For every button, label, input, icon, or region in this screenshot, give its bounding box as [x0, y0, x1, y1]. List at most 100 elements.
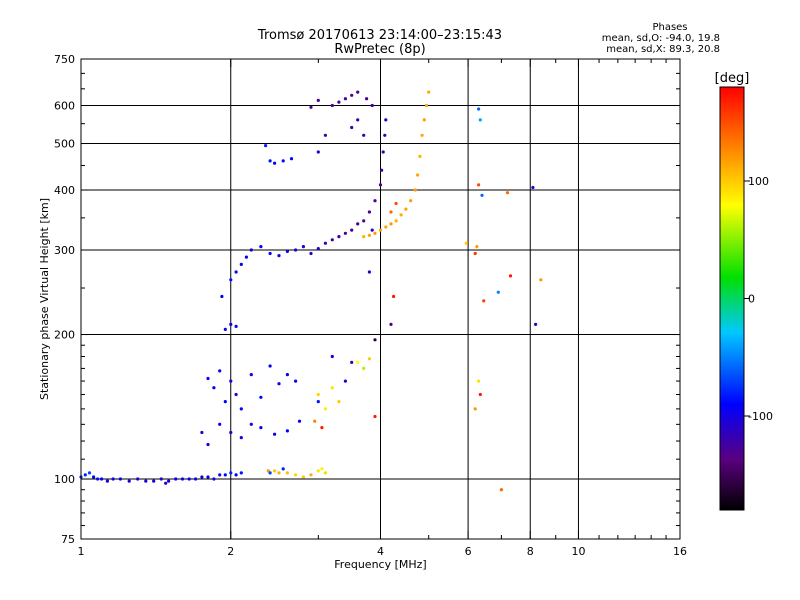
data-point	[499, 488, 503, 492]
data-point	[389, 210, 393, 214]
data-point	[268, 251, 272, 256]
data-point	[234, 473, 238, 477]
data-point	[330, 103, 334, 108]
data-point	[337, 400, 341, 404]
colorbar-tick-label: 100	[748, 175, 769, 188]
data-point	[316, 392, 320, 397]
data-point	[482, 299, 486, 303]
data-point	[309, 473, 313, 477]
data-point	[164, 481, 168, 485]
data-point	[268, 471, 272, 475]
data-point	[478, 118, 482, 122]
data-point	[378, 228, 383, 232]
data-point	[373, 414, 377, 419]
data-point	[83, 473, 87, 477]
data-point	[316, 469, 320, 473]
data-point	[323, 241, 327, 245]
data-point	[212, 477, 216, 481]
data-point	[418, 154, 422, 158]
x-axis-label: Frequency [MHz]	[334, 558, 426, 571]
data-point	[343, 97, 347, 101]
data-point	[301, 475, 305, 479]
colorbar-gradient	[720, 87, 744, 510]
data-point	[409, 199, 413, 203]
data-point	[370, 103, 374, 108]
y-tick-label: 300	[54, 244, 75, 257]
x-tick-label: 16	[673, 545, 687, 558]
chart-title-line1: Tromsø 20170613 23:14:00–23:15:43	[257, 28, 503, 43]
data-point	[420, 133, 424, 137]
data-point	[218, 473, 222, 477]
data-point	[378, 183, 383, 187]
data-point	[92, 475, 96, 479]
data-point	[367, 210, 371, 214]
data-point	[167, 479, 171, 483]
data-point	[144, 479, 148, 483]
data-point	[367, 270, 371, 274]
data-point	[259, 245, 263, 249]
y-tick-label: 75	[61, 533, 75, 546]
y-tick-label: 400	[54, 184, 75, 197]
y-tick-label: 600	[54, 100, 75, 113]
data-point	[249, 373, 253, 377]
colorbar-tick-label: -100	[748, 410, 773, 423]
data-point	[367, 233, 371, 237]
data-point	[206, 442, 210, 447]
data-point	[264, 144, 268, 148]
colorbar-tick-label: 0	[748, 293, 755, 306]
data-point	[277, 382, 281, 386]
data-point	[289, 157, 294, 161]
x-tick-label: 8	[527, 545, 534, 558]
data-point	[320, 467, 324, 471]
data-point	[294, 248, 298, 252]
data-point	[285, 471, 289, 475]
data-point	[394, 201, 398, 206]
data-point	[356, 222, 360, 226]
x-tick-label: 4	[377, 545, 384, 558]
data-point	[362, 366, 366, 370]
data-point	[424, 103, 429, 108]
data-point	[301, 245, 305, 249]
data-point	[362, 235, 366, 239]
data-point	[127, 479, 131, 483]
data-point	[508, 274, 513, 278]
data-point	[394, 219, 398, 223]
data-point	[337, 235, 341, 239]
chart-title-line2: RwPretec (8p)	[334, 42, 426, 57]
y-tick-label: 750	[54, 53, 75, 66]
data-point	[223, 473, 227, 477]
data-point	[464, 241, 468, 245]
data-point	[343, 379, 347, 383]
data-point	[531, 185, 535, 190]
data-point	[87, 471, 92, 475]
phase-stats-x-mode: mean, sd,X: 89.3, 20.8	[606, 44, 720, 55]
data-point	[200, 475, 204, 479]
data-point	[218, 422, 222, 426]
data-point	[356, 90, 360, 94]
data-point	[159, 477, 163, 481]
data-point	[330, 238, 334, 242]
data-point	[277, 471, 281, 475]
data-point	[268, 364, 272, 368]
data-point	[100, 477, 104, 481]
axes-layer: 1 2 4 6 8 10 16 75 100 200 300 400 500 600 750 Frequenc…	[38, 53, 687, 571]
x-tick-label: 2	[227, 545, 234, 558]
data-point	[343, 231, 347, 235]
data-point	[294, 379, 298, 383]
data-point	[392, 294, 396, 299]
data-point	[218, 369, 222, 373]
data-point	[477, 379, 481, 383]
data-point	[473, 251, 477, 256]
data-point	[473, 407, 477, 411]
data-point	[223, 327, 227, 331]
phase-stats-title: Phases	[652, 22, 688, 33]
data-point	[229, 471, 233, 475]
data-point	[389, 222, 393, 226]
data-point	[316, 247, 320, 251]
data-point	[316, 150, 320, 154]
data-point	[244, 255, 248, 259]
data-point	[285, 429, 289, 433]
data-point	[239, 471, 243, 475]
data-point	[234, 270, 238, 274]
